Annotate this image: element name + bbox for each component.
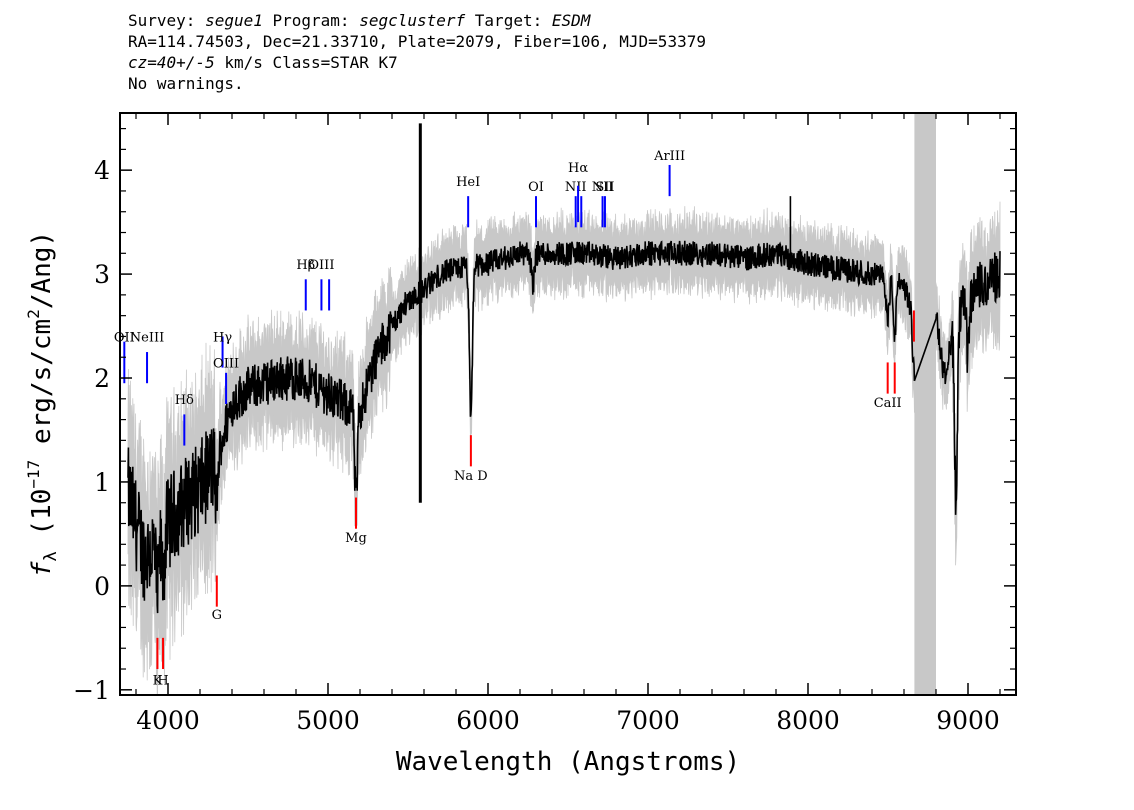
emission-line-label: Hδ — [175, 393, 194, 408]
y-tick-label: −1 — [73, 676, 110, 705]
emission-line-label: NeIII — [130, 331, 164, 346]
target-label: Target: — [465, 11, 552, 30]
y-axis-flux-symbol: f — [27, 561, 57, 577]
class-value: km/s Class=STAR K7 — [214, 53, 398, 72]
y-axis-scale-exponent: −17 — [24, 460, 43, 489]
x-tick-label: 4000 — [136, 706, 200, 735]
flux-line-layer — [127, 123, 1001, 614]
emission-line-label: ArIII — [653, 149, 685, 164]
emission-line-label: SII — [595, 180, 614, 195]
y-tick-label: 2 — [94, 364, 110, 393]
target-value: ESDM — [551, 11, 591, 30]
header-class-line: cz=40+/-5 km/s Class=STAR K7 — [128, 52, 706, 73]
absorption-line-label: H — [157, 674, 168, 689]
y-tick-label: 0 — [94, 572, 110, 601]
spectrum-header: Survey: segue1 Program: segclusterf Targ… — [128, 10, 706, 94]
emission-line-label: OI — [528, 180, 544, 195]
error-band-layer — [127, 201, 1001, 696]
axis-ticks: 4000 5000 6000 7000 8000 9000 −1 0 1 2 3 4 — [73, 113, 1016, 735]
emission-line-label: Hγ — [213, 331, 232, 346]
program-label: Program: — [262, 11, 360, 30]
absorption-line-label: K — [153, 674, 163, 689]
masked-region — [914, 113, 936, 695]
emission-line-label: Hβ — [296, 258, 315, 273]
flux-line — [127, 240, 916, 614]
y-tick-label: 3 — [94, 260, 110, 289]
x-tick-label: 7000 — [616, 706, 680, 735]
x-tick-label: 8000 — [776, 706, 840, 735]
survey-value: segue1 — [205, 11, 263, 30]
flux-mask-bridge — [913, 318, 937, 382]
emission-line-label: NII — [592, 180, 614, 195]
header-survey-line: Survey: segue1 Program: segclusterf Targ… — [128, 10, 706, 31]
error-band — [127, 201, 1001, 696]
emission-line-label: OIII — [308, 258, 334, 273]
y-axis-units: erg/s/cm — [27, 319, 57, 460]
y-axis-flux-subscript: λ — [41, 551, 61, 561]
y-tick-label: 1 — [94, 468, 110, 497]
emission-line-label: Hα — [568, 161, 588, 176]
x-axis-title: Wavelength (Angstroms) — [396, 747, 740, 777]
redshift-value: cz=40+/-5 — [128, 53, 215, 72]
emission-line-label: OIII — [213, 357, 239, 372]
masked-region-layer — [914, 113, 936, 695]
absorption-line-label: Mg — [345, 531, 367, 546]
y-tick-label: 4 — [94, 156, 110, 185]
absorption-line-label: G — [212, 608, 222, 623]
absorption-line-label: Na D — [454, 469, 488, 484]
x-tick-label: 5000 — [296, 706, 360, 735]
header-coords-line: RA=114.74503, Dec=21.33710, Plate=2079, … — [128, 32, 706, 51]
plot-frame — [119, 112, 1017, 696]
survey-label: Survey: — [128, 11, 206, 30]
y-axis-scale-prefix: (10 — [27, 489, 57, 552]
y-axis-units-square: 2 — [24, 309, 43, 319]
y-axis-title: fλ (10−17 erg/s/cm2/Ang) — [24, 231, 61, 577]
x-tick-label: 6000 — [456, 706, 520, 735]
header-warnings-line: No warnings. — [128, 74, 244, 93]
x-tick-label: 9000 — [936, 706, 1000, 735]
emission-line-label: NII — [565, 180, 587, 195]
y-axis-units-end: /Ang) — [27, 231, 57, 309]
program-value: segclusterf — [359, 11, 466, 30]
absorption-line-label: CaII — [874, 396, 902, 411]
flux-line-red — [935, 251, 1001, 515]
emission-line-label: HeI — [456, 175, 480, 190]
